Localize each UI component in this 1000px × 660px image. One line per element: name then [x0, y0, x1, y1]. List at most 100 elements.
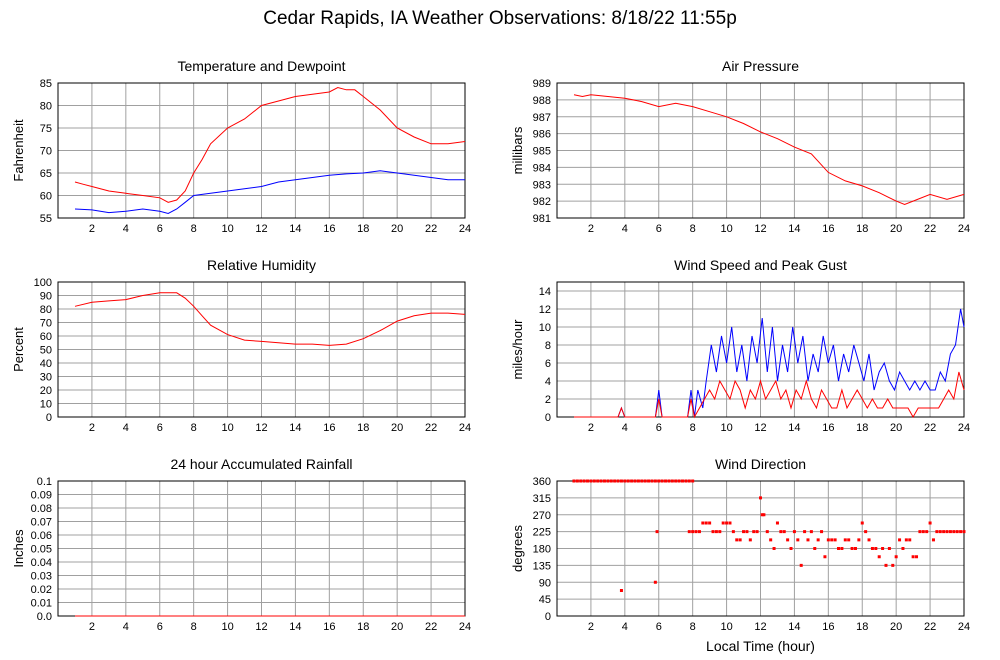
- direction-point: [684, 479, 688, 483]
- direction-point: [630, 479, 634, 483]
- x-tick-label: 12: [754, 621, 766, 633]
- direction-point: [952, 530, 956, 534]
- x-tick-label: 24: [958, 223, 970, 235]
- direction-point: [881, 547, 885, 550]
- y-tick-label: 0: [545, 611, 551, 623]
- humidity-chart: 2 4 6 8 10 12 14 16 18 20 22 2401020304050607080901…: [11, 257, 471, 434]
- x-tick-label: 24: [958, 621, 970, 633]
- direction-point: [718, 530, 722, 534]
- direction-point: [613, 479, 617, 483]
- y-axis-label: miles/hour: [510, 319, 525, 380]
- direction-point: [704, 521, 708, 525]
- y-tick-label: 986: [533, 129, 551, 141]
- y-tick-label: 180: [533, 544, 551, 556]
- direction-point: [664, 479, 668, 483]
- x-tick-label: 2: [89, 223, 95, 235]
- direction-point: [908, 538, 912, 542]
- direction-point: [633, 479, 637, 483]
- direction-point: [918, 530, 922, 534]
- x-tick-label: 18: [856, 422, 868, 434]
- direction-point: [901, 547, 905, 550]
- x-tick-label: 24: [459, 223, 471, 235]
- x-tick-label: 10: [221, 621, 233, 633]
- direction-point: [769, 538, 773, 542]
- page-title: Cedar Rapids, IA Weather Observations: 8…: [263, 8, 737, 29]
- x-tick-label: 4: [123, 621, 129, 633]
- x-tick-label: 18: [357, 422, 369, 434]
- direction-point: [959, 530, 963, 534]
- x-tick-label: 8: [191, 422, 197, 434]
- direction-point: [806, 538, 810, 542]
- x-tick-label: 8: [191, 223, 197, 235]
- direction-point: [772, 547, 776, 550]
- y-tick-label: 0.1: [37, 476, 52, 488]
- direction-point: [599, 479, 603, 483]
- direction-point: [575, 479, 579, 483]
- direction-point: [725, 521, 729, 525]
- y-tick-label: 0.0: [37, 611, 52, 623]
- direction-point: [945, 530, 949, 534]
- x-tick-label: 20: [890, 223, 902, 235]
- y-tick-label: 982: [533, 196, 551, 208]
- direction-point: [820, 530, 824, 534]
- direction-point: [799, 563, 803, 567]
- direction-point: [572, 479, 576, 483]
- x-tick-label: 8: [690, 422, 696, 434]
- x-tick-label: 2: [588, 223, 594, 235]
- direction-point: [582, 479, 586, 483]
- direction-point: [653, 479, 657, 483]
- direction-point: [667, 479, 671, 483]
- x-tick-label: 6: [656, 422, 662, 434]
- direction-point: [925, 530, 929, 534]
- y-tick-label: 50: [40, 345, 52, 357]
- plot-frame: [57, 281, 466, 418]
- direction-point: [915, 555, 919, 559]
- x-tick-label: 18: [856, 223, 868, 235]
- x-tick-label: 14: [289, 621, 301, 633]
- direction-point: [928, 521, 932, 525]
- direction-point: [935, 530, 939, 534]
- x-tick-label: 20: [890, 621, 902, 633]
- x-tick-label: 12: [255, 422, 267, 434]
- direction-point: [647, 479, 651, 483]
- y-tick-label: 987: [533, 112, 551, 124]
- x-tick-label: 20: [391, 422, 403, 434]
- direction-point: [911, 555, 915, 559]
- y-axis-label: Percent: [11, 327, 26, 372]
- x-tick-label: 12: [255, 223, 267, 235]
- direction-point: [592, 479, 596, 483]
- direction-chart: 2 4 6 8 10 12 14 16 18 20 22 2404590135180225270315…: [510, 456, 970, 654]
- y-axis-label: Fahrenheit: [11, 119, 26, 182]
- direction-point: [833, 538, 837, 542]
- direction-point: [653, 580, 657, 584]
- y-tick-label: 40: [40, 358, 52, 370]
- y-tick-label: 70: [40, 146, 52, 158]
- x-tick-label: 18: [856, 621, 868, 633]
- direction-point: [857, 538, 861, 542]
- direction-point: [694, 530, 698, 534]
- direction-point: [687, 530, 691, 534]
- direction-point: [602, 479, 606, 483]
- direction-point: [619, 479, 623, 483]
- x-tick-label: 24: [459, 422, 471, 434]
- x-tick-label: 12: [754, 223, 766, 235]
- x-tick-label: 10: [720, 621, 732, 633]
- wind-series-2-line: [574, 371, 965, 419]
- x-tick-label: 4: [123, 422, 129, 434]
- chart-title: Relative Humidity: [207, 257, 316, 273]
- y-tick-label: 90: [539, 577, 551, 589]
- direction-point: [655, 530, 659, 534]
- x-tick-label: 14: [788, 621, 800, 633]
- x-tick-label: 12: [255, 621, 267, 633]
- y-axis-label: degrees: [510, 525, 525, 572]
- x-tick-label: 22: [425, 422, 437, 434]
- y-tick-label: 0.09: [31, 490, 52, 502]
- direction-point: [721, 521, 725, 525]
- y-tick-label: 10: [539, 322, 551, 334]
- direction-point: [680, 479, 684, 483]
- x-tick-label: 22: [924, 621, 936, 633]
- y-tick-label: 60: [40, 331, 52, 343]
- x-tick-label: 10: [221, 223, 233, 235]
- direction-point: [609, 479, 613, 483]
- x-tick-label: 4: [622, 223, 628, 235]
